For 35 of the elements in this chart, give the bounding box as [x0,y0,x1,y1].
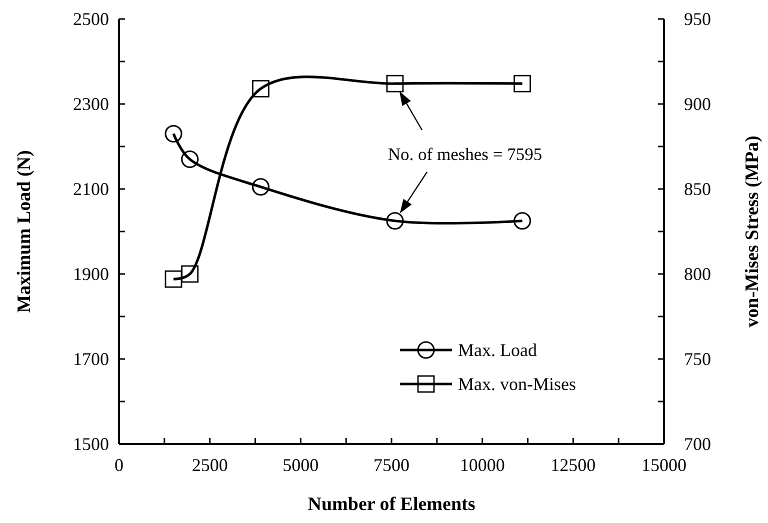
y-tick-label: 1500 [73,434,109,454]
point [252,178,270,196]
y2-axis-title: von-Mises Stress (MPa) [742,136,763,328]
point [252,80,270,98]
point [386,212,404,230]
legend-label: Max. von-Mises [458,374,576,394]
y2-tick-label: 750 [684,349,711,369]
x-tick-label: 7500 [374,455,410,475]
y2-tick-label: 900 [684,94,711,114]
x-tick-label: 5000 [282,455,319,475]
y-axis-title: Maximum Load (N) [14,150,35,313]
point [514,74,531,92]
x-tick-label: 12500 [550,455,596,475]
y-tick-label: 2500 [73,9,109,29]
point [164,124,182,143]
point [181,150,199,168]
y-tick-label: 1900 [73,264,109,284]
y-tick-label: 2300 [73,94,109,114]
y-tick-label: 2100 [73,179,109,199]
point [514,212,532,230]
y2-tick-label: 850 [684,179,711,199]
y2-tick-label: 800 [684,264,711,284]
x-tick-label: 15000 [642,455,686,475]
x-tick-label: 10000 [460,455,505,475]
x-tick-label: 0 [114,455,124,475]
y-tick-label: 1700 [73,349,109,369]
point [164,270,182,288]
point [386,74,404,92]
point [181,265,199,283]
x-tick-label: 2500 [192,455,228,475]
annotation: No. of meshes = 7595 [388,144,542,164]
y2-tick-label: 950 [684,9,711,29]
x-axis-title: Number of Elements [308,494,476,515]
legend-label: Max. Load [458,340,537,360]
y2-tick-label: 700 [684,434,711,454]
